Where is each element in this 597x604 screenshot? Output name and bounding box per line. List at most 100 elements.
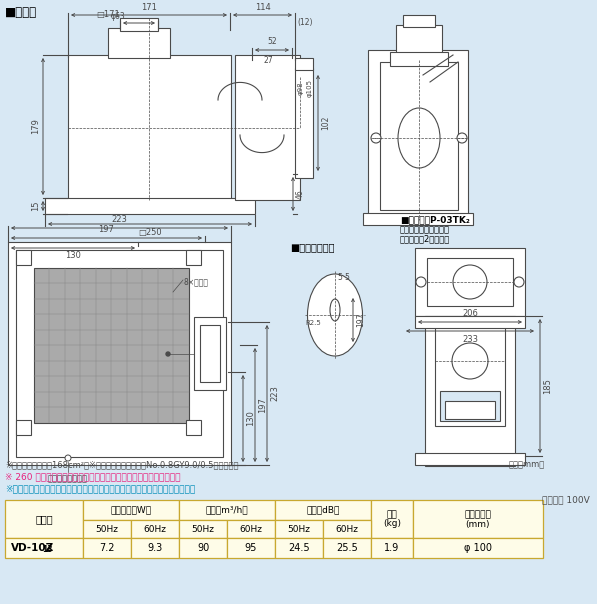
- Bar: [34, 268, 189, 423]
- Text: φ63: φ63: [110, 12, 125, 21]
- Bar: [435, 326, 505, 426]
- Text: φ98: φ98: [298, 81, 304, 95]
- Bar: [83, 500, 179, 520]
- Bar: [16, 420, 31, 435]
- Text: 179: 179: [31, 118, 40, 135]
- Circle shape: [453, 265, 487, 299]
- Text: 50Hz: 50Hz: [288, 524, 310, 533]
- Bar: [380, 62, 458, 210]
- Bar: [368, 50, 468, 215]
- Text: 60Hz: 60Hz: [239, 524, 263, 533]
- Text: 52: 52: [267, 37, 277, 47]
- Bar: [120, 18, 158, 31]
- Text: 25.5: 25.5: [336, 543, 358, 553]
- Text: (12): (12): [297, 18, 312, 27]
- Bar: [415, 248, 525, 316]
- Ellipse shape: [330, 299, 340, 321]
- Text: 電源コード穴位置: 電源コード穴位置: [48, 474, 88, 483]
- Bar: [235, 55, 300, 200]
- Bar: [425, 316, 515, 466]
- Circle shape: [457, 133, 467, 143]
- Text: 197: 197: [99, 225, 115, 234]
- Text: 114: 114: [255, 2, 270, 11]
- Text: 50Hz: 50Hz: [96, 524, 118, 533]
- Text: 9.3: 9.3: [147, 543, 162, 553]
- Text: ■外形図: ■外形図: [5, 6, 37, 19]
- Text: 5: 5: [344, 273, 349, 282]
- Text: 13: 13: [42, 545, 53, 554]
- Bar: [131, 520, 179, 538]
- Bar: [396, 25, 442, 53]
- Bar: [45, 198, 255, 214]
- Circle shape: [166, 352, 170, 356]
- Text: ※浴室など湿気の多い所でご使用の場合は必ずアース工事を行ってください。: ※浴室など湿気の多い所でご使用の場合は必ずアース工事を行ってください。: [5, 484, 195, 493]
- Text: 8×据付穴: 8×据付穴: [183, 277, 208, 286]
- Text: （単位mm）: （単位mm）: [509, 460, 545, 469]
- Text: □250: □250: [138, 228, 162, 237]
- Bar: [179, 538, 227, 558]
- Bar: [275, 500, 371, 520]
- Text: ※グリル開口面積は168cm²　※グリル色調はマンセルNo.0.8GY9.0/0.5（近似色）: ※グリル開口面積は168cm² ※グリル色調はマンセルNo.0.8GY9.0/0…: [5, 460, 238, 469]
- Bar: [16, 250, 223, 457]
- Text: 223: 223: [112, 216, 127, 225]
- Text: 130: 130: [246, 411, 255, 426]
- Bar: [8, 242, 231, 465]
- Text: 102: 102: [321, 116, 330, 130]
- Text: (mm): (mm): [466, 519, 490, 528]
- Text: 130: 130: [65, 251, 81, 260]
- Bar: [413, 538, 543, 558]
- Text: 1.9: 1.9: [384, 543, 399, 553]
- Ellipse shape: [307, 274, 362, 356]
- Bar: [200, 325, 220, 382]
- Bar: [275, 538, 323, 558]
- Text: 60Hz: 60Hz: [143, 524, 167, 533]
- Text: 風量（m³/h）: 風量（m³/h）: [206, 506, 248, 515]
- Circle shape: [416, 277, 426, 287]
- Bar: [295, 58, 313, 70]
- Bar: [440, 391, 500, 421]
- Text: 消費電力（W）: 消費電力（W）: [110, 506, 152, 515]
- Bar: [179, 500, 275, 520]
- Circle shape: [371, 133, 381, 143]
- Text: 206: 206: [462, 309, 478, 318]
- Bar: [16, 250, 31, 265]
- Text: 形　名: 形 名: [35, 514, 53, 524]
- Bar: [179, 520, 227, 538]
- Bar: [323, 520, 371, 538]
- Text: 7.2: 7.2: [99, 543, 115, 553]
- Text: 15: 15: [31, 201, 40, 211]
- Bar: [83, 520, 131, 538]
- Bar: [427, 258, 513, 306]
- Text: 質量: 質量: [387, 510, 398, 519]
- Bar: [131, 538, 179, 558]
- Text: 197: 197: [356, 313, 365, 327]
- Bar: [5, 500, 83, 538]
- Bar: [413, 500, 543, 538]
- Bar: [390, 52, 448, 66]
- Text: 95: 95: [245, 543, 257, 553]
- Text: 27: 27: [263, 56, 273, 65]
- Text: 50Hz: 50Hz: [192, 524, 214, 533]
- Text: 233: 233: [462, 335, 478, 344]
- Bar: [323, 538, 371, 558]
- Bar: [415, 453, 525, 465]
- Text: 60Hz: 60Hz: [336, 524, 359, 533]
- Text: 90: 90: [197, 543, 209, 553]
- Text: (kg): (kg): [383, 519, 401, 528]
- Text: R2.5: R2.5: [305, 320, 321, 326]
- Text: 171: 171: [141, 2, 157, 11]
- Text: ※ 260 ページ「ご採用にあたってのおねがい」をご参照ください。: ※ 260 ページ「ご採用にあたってのおねがい」をご参照ください。: [5, 472, 180, 481]
- Text: ■据付穴詳細図: ■据付穴詳細図: [290, 242, 334, 252]
- Bar: [108, 28, 170, 58]
- Text: （別売システム部材）: （別売システム部材）: [400, 225, 450, 234]
- Circle shape: [65, 455, 71, 461]
- Text: 据付位置（2点吹り）: 据付位置（2点吹り）: [400, 234, 450, 243]
- Text: 騒音（dB）: 騒音（dB）: [306, 506, 340, 515]
- Text: 223: 223: [270, 385, 279, 402]
- Text: VD-10Z: VD-10Z: [11, 543, 54, 553]
- Bar: [227, 538, 275, 558]
- Circle shape: [452, 343, 488, 379]
- Text: 5: 5: [337, 273, 342, 282]
- Bar: [194, 317, 226, 390]
- Bar: [227, 520, 275, 538]
